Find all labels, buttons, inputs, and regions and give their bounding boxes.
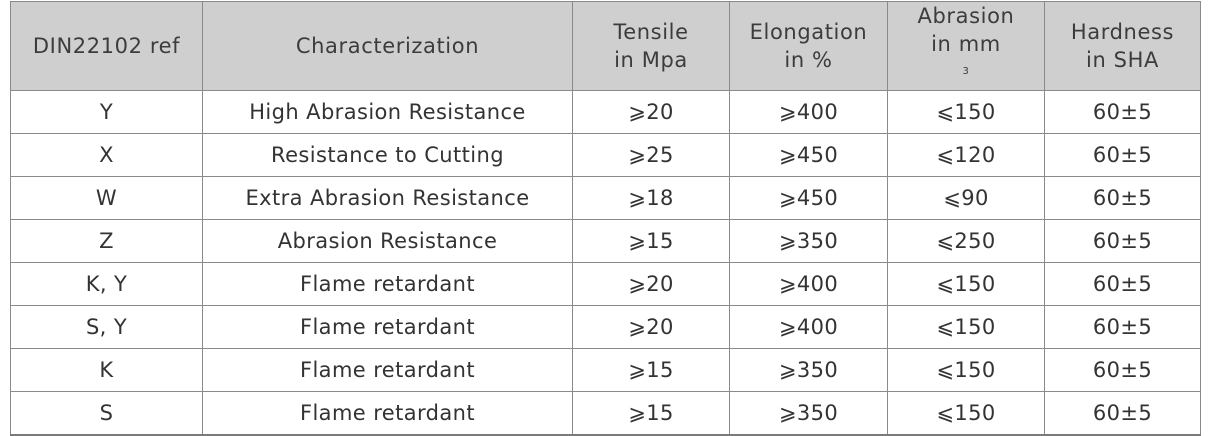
cell-characterization: Flame retardant [202, 262, 573, 306]
cell-din-ref: X [10, 133, 203, 177]
table-row: X Resistance to Cutting ⩾25 ⩾450 ⩽120 60±5 [10, 133, 1201, 177]
table-row: S Flame retardant ⩾15 ⩾350 ⩽150 60±5 [10, 391, 1201, 436]
cell-din-ref: Z [10, 219, 203, 263]
header-elongation-line1: Elongation [749, 20, 868, 44]
cell-din-ref: Y [10, 90, 203, 134]
cell-tensile: ⩾20 [572, 305, 730, 349]
header-elongation: Elongation in % [729, 1, 888, 91]
cell-characterization: Flame retardant [202, 305, 573, 349]
header-tensile: Tensile in Mpa [572, 1, 730, 91]
table-row: S, Y Flame retardant ⩾20 ⩾400 ⩽150 60±5 [10, 305, 1201, 349]
cell-abrasion: ⩽150 [887, 90, 1045, 134]
header-characterization: Characterization [202, 1, 573, 91]
header-tensile-line2: in Mpa [614, 48, 688, 72]
header-abrasion-superscript: 3 [962, 66, 970, 77]
table-body: Y High Abrasion Resistance ⩾20 ⩾400 ⩽150 60±5… [10, 90, 1201, 436]
cell-hardness: 60±5 [1044, 391, 1201, 436]
cell-hardness: 60±5 [1044, 90, 1201, 134]
cell-abrasion: ⩽250 [887, 219, 1045, 263]
cell-characterization: High Abrasion Resistance [202, 90, 573, 134]
cell-elongation: ⩾400 [729, 90, 888, 134]
cell-elongation: ⩾400 [729, 305, 888, 349]
header-tensile-line1: Tensile [613, 20, 689, 44]
cell-characterization: Abrasion Resistance [202, 219, 573, 263]
cell-abrasion: ⩽150 [887, 391, 1045, 436]
table-header: DIN22102 ref Characterization Tensile in… [10, 1, 1201, 91]
header-characterization-label: Characterization [295, 34, 480, 58]
header-abrasion: Abrasion in mm 3 [887, 1, 1045, 91]
spec-table-container: DIN22102 ref Characterization Tensile in… [10, 1, 1201, 436]
cell-abrasion: ⩽90 [887, 176, 1045, 220]
table-row: Z Abrasion Resistance ⩾15 ⩾350 ⩽250 60±5 [10, 219, 1201, 263]
header-din-ref: DIN22102 ref [10, 1, 203, 91]
header-din-ref-label: DIN22102 ref [32, 34, 181, 58]
cell-tensile: ⩾20 [572, 262, 730, 306]
cell-hardness: 60±5 [1044, 133, 1201, 177]
cell-elongation: ⩾450 [729, 176, 888, 220]
cell-characterization: Resistance to Cutting [202, 133, 573, 177]
cell-abrasion: ⩽150 [887, 348, 1045, 392]
table-row: W Extra Abrasion Resistance ⩾18 ⩾450 ⩽90 60±5 [10, 176, 1201, 220]
cell-characterization: Flame retardant [202, 348, 573, 392]
cell-characterization: Extra Abrasion Resistance [202, 176, 573, 220]
cell-tensile: ⩾15 [572, 348, 730, 392]
header-elongation-line2: in % [784, 48, 833, 72]
cell-hardness: 60±5 [1044, 262, 1201, 306]
cell-elongation: ⩾350 [729, 348, 888, 392]
cell-hardness: 60±5 [1044, 305, 1201, 349]
cell-tensile: ⩾18 [572, 176, 730, 220]
cell-tensile: ⩾15 [572, 219, 730, 263]
table-row: K, Y Flame retardant ⩾20 ⩾400 ⩽150 60±5 [10, 262, 1201, 306]
cell-din-ref: S [10, 391, 203, 436]
cell-hardness: 60±5 [1044, 219, 1201, 263]
cell-din-ref: K, Y [10, 262, 203, 306]
cell-elongation: ⩾400 [729, 262, 888, 306]
header-abrasion-line1: Abrasion [917, 4, 1015, 28]
cell-tensile: ⩾20 [572, 90, 730, 134]
cell-tensile: ⩾15 [572, 391, 730, 436]
table-row: Y High Abrasion Resistance ⩾20 ⩾400 ⩽150 60±5 [10, 90, 1201, 134]
header-abrasion-line2: in mm [931, 32, 1001, 56]
belt-specification-table: DIN22102 ref Characterization Tensile in… [10, 1, 1201, 436]
cell-tensile: ⩾25 [572, 133, 730, 177]
cell-elongation: ⩾450 [729, 133, 888, 177]
cell-characterization: Flame retardant [202, 391, 573, 436]
cell-hardness: 60±5 [1044, 348, 1201, 392]
cell-abrasion: ⩽120 [887, 133, 1045, 177]
cell-din-ref: S, Y [10, 305, 203, 349]
cell-din-ref: W [10, 176, 203, 220]
header-row: DIN22102 ref Characterization Tensile in… [10, 1, 1201, 91]
header-hardness: Hardness in SHA [1044, 1, 1201, 91]
cell-din-ref: K [10, 348, 203, 392]
header-abrasion-line2-wrap: in mm 3 [889, 30, 1044, 90]
cell-hardness: 60±5 [1044, 176, 1201, 220]
cell-elongation: ⩾350 [729, 391, 888, 436]
cell-elongation: ⩾350 [729, 219, 888, 263]
header-hardness-line1: Hardness [1070, 20, 1175, 44]
header-hardness-line2: in SHA [1086, 48, 1159, 72]
table-row: K Flame retardant ⩾15 ⩾350 ⩽150 60±5 [10, 348, 1201, 392]
cell-abrasion: ⩽150 [887, 262, 1045, 306]
cell-abrasion: ⩽150 [887, 305, 1045, 349]
